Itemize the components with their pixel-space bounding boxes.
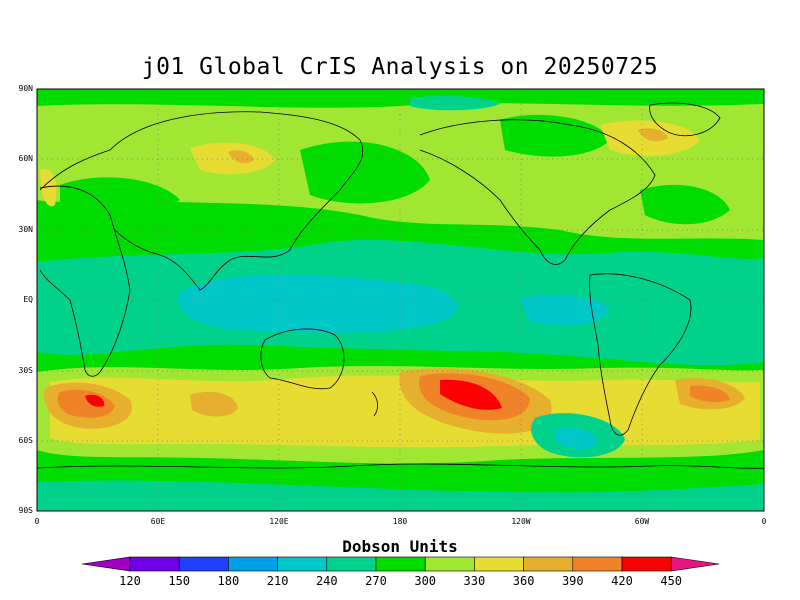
antarctica-coast [36, 463, 765, 469]
colorbar-swatch [621, 556, 672, 572]
colorbar-tick-label: 300 [414, 574, 437, 588]
colorbar-swatch [572, 556, 623, 572]
north-orange-1 [228, 150, 254, 164]
new-zealand-coast [371, 391, 378, 417]
colorbar-tick-label: 240 [315, 574, 338, 588]
colorbar-swatch [424, 556, 475, 572]
map-frame [36, 88, 765, 512]
south-america-coast [589, 273, 692, 436]
colorbar-swatch [228, 556, 278, 572]
greenland-coast [649, 102, 721, 137]
coastlines [36, 102, 765, 469]
lon-label: 60E [150, 517, 166, 526]
south-west-atlantic-max [690, 385, 730, 403]
lat-label: 30N [18, 225, 33, 234]
tropical-min [178, 274, 458, 333]
colorbar-tick-label: 210 [266, 574, 289, 588]
colorbar-tick-label: 360 [512, 574, 535, 588]
colorbar-tip-high [670, 556, 720, 572]
colorbar [81, 556, 720, 572]
north-america-coast [419, 119, 656, 265]
colorbar-swatch [326, 556, 377, 572]
colorbar-swatch [375, 556, 426, 572]
colorbar-swatch [277, 556, 328, 572]
map-title: j01 Global CrIS Analysis on 20250725 [141, 54, 659, 80]
lon-label: 0 [761, 517, 767, 526]
lon-label: 180 [392, 517, 408, 526]
colorbar-tick-label: 420 [611, 574, 633, 588]
lon-label: 60W [634, 517, 650, 526]
africa-coast [39, 185, 131, 377]
colorbar-swatch [523, 556, 574, 572]
north-green-1 [60, 177, 180, 216]
colorbar-tick-label: 180 [217, 574, 240, 588]
colorbar-tick-label: 270 [365, 574, 387, 588]
lat-label: 30S [18, 366, 33, 375]
lat-label: 60S [18, 436, 33, 445]
north-green-2 [300, 141, 430, 204]
australia-coast [260, 328, 345, 390]
north-green-4 [640, 184, 730, 225]
colorbar-swatch [129, 556, 180, 572]
colorbar-tick-label: 450 [660, 574, 683, 588]
north-yellow-3 [40, 169, 57, 207]
south-low-2 [555, 427, 598, 449]
south-indian-high [190, 391, 238, 417]
south-pacific-max-2 [440, 379, 502, 410]
colorbar-tick-label: 150 [168, 574, 191, 588]
tropical-min-2 [520, 295, 610, 326]
colorbar-tick-label: 330 [463, 574, 486, 588]
south-polar [37, 480, 764, 511]
colorbar-tick-label: 120 [119, 574, 141, 588]
lon-label: 0 [34, 517, 40, 526]
lon-label: 120W [511, 517, 531, 526]
colorbar-tip-low [81, 556, 131, 572]
lat-label: 90S [18, 506, 33, 515]
north-polar-low [410, 96, 500, 111]
south-atlantic-max-1 [57, 389, 115, 418]
north-yellow-1 [190, 142, 275, 175]
south-atlantic-max-2 [85, 394, 105, 407]
colorbar-swatch [474, 556, 524, 572]
eurasia-coast [39, 111, 364, 291]
north-polar [37, 89, 764, 108]
colorbar-swatch [178, 556, 229, 572]
north-orange-2 [638, 128, 668, 142]
grid-lines [37, 89, 764, 511]
lat-label: 90N [18, 84, 33, 93]
colorbar-title: Dobson Units [342, 537, 458, 556]
colorbar-tick-label: 390 [561, 574, 584, 588]
north-green-3 [500, 114, 610, 157]
lon-label: 120E [269, 517, 289, 526]
lat-label: EQ [23, 295, 33, 304]
lat-label: 60N [18, 154, 33, 163]
